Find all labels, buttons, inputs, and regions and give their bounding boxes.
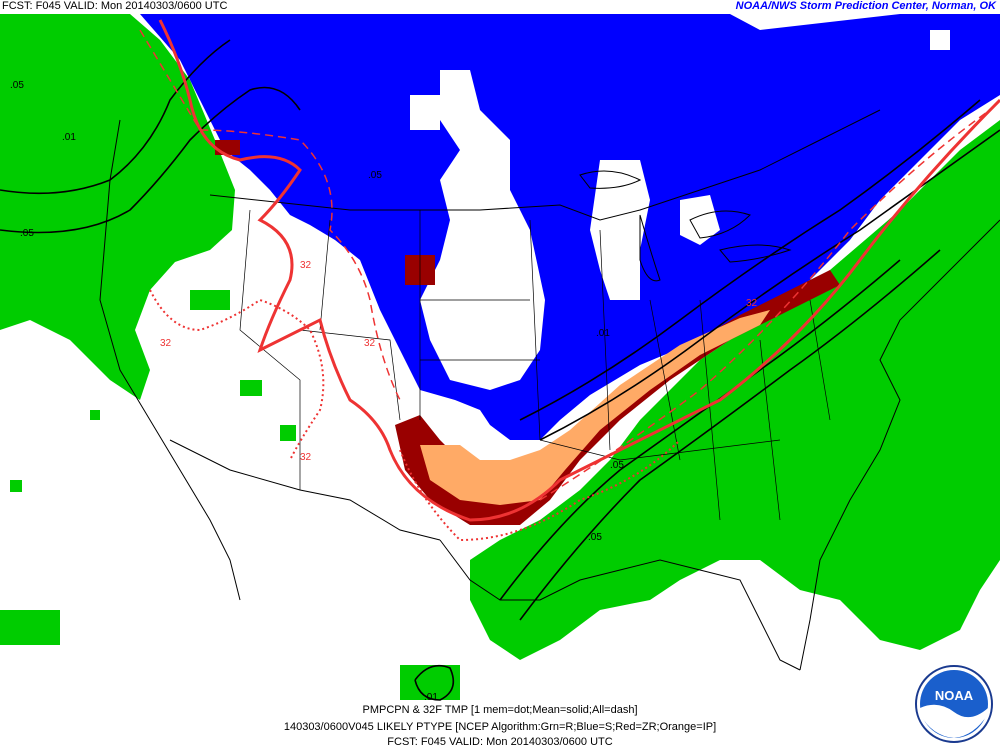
snow-gap-small bbox=[410, 95, 440, 130]
label-prob-05-e: .05 bbox=[588, 532, 602, 543]
header-forecast-time: FCST: F045 VALID: Mon 20140303/0600 UTC bbox=[2, 0, 228, 12]
footer-valid-time: FCST: F045 VALID: Mon 20140303/0600 UTC bbox=[387, 736, 613, 748]
label-prob-01-a: .01 bbox=[62, 132, 76, 143]
label-temp-32-c: 32 bbox=[300, 452, 312, 463]
label-prob-01-b: .01 bbox=[596, 328, 610, 339]
us-canada-border bbox=[209, 109, 881, 221]
great-lakes bbox=[579, 170, 792, 282]
west-coastline bbox=[99, 119, 241, 601]
prob-contour-gulf bbox=[414, 664, 455, 701]
label-temp-32-b: 32 bbox=[364, 338, 376, 349]
freezing-rain-spot-nw bbox=[215, 140, 240, 155]
rain-area-west bbox=[0, 14, 235, 400]
noaa-logo-text: NOAA bbox=[935, 688, 974, 703]
label-temp-32-a: 32 bbox=[300, 260, 312, 271]
probability-contours bbox=[0, 39, 1000, 701]
label-temp-32-e: 32 bbox=[160, 338, 172, 349]
temp-all-contour bbox=[139, 29, 991, 501]
rain-speckle-6 bbox=[190, 290, 230, 310]
prob-contour-4 bbox=[539, 129, 1000, 441]
ice-pellets-band bbox=[420, 310, 770, 505]
snow-gap-ne bbox=[680, 195, 720, 245]
footer-contour-legend: PMPCPN & 32F TMP [1 mem=dot;Mean=solid;A… bbox=[362, 704, 638, 716]
temp-mean-contour bbox=[158, 19, 1000, 522]
prob-contour-6 bbox=[519, 249, 941, 621]
prob-contour-2 bbox=[0, 86, 301, 234]
label-prob-01-c: .01 bbox=[424, 692, 438, 703]
label-prob-05-c: .05 bbox=[368, 170, 382, 181]
rain-speckle-4 bbox=[280, 425, 296, 441]
rain-speckle-5 bbox=[90, 410, 100, 420]
state-lines bbox=[239, 209, 831, 521]
header-source: NOAA/NWS Storm Prediction Center, Norman… bbox=[735, 0, 996, 12]
gulf-coastline bbox=[439, 539, 801, 671]
rain-speckle-2 bbox=[0, 610, 60, 645]
prob-contour-3 bbox=[519, 99, 981, 421]
east-coastline bbox=[799, 219, 1000, 671]
rain-speckle-gulf bbox=[400, 665, 460, 700]
temperature-contours bbox=[139, 19, 1000, 542]
label-temp-32-d: 32 bbox=[746, 298, 758, 309]
snow-gap-plains bbox=[420, 70, 545, 390]
label-prob-05-b: .05 bbox=[20, 228, 34, 239]
snow-area-north bbox=[140, 14, 1000, 440]
temp-member-contour bbox=[149, 289, 681, 542]
snow-gap-speck bbox=[930, 30, 950, 50]
noaa-logo: NOAA bbox=[915, 665, 993, 743]
rain-speckle-1 bbox=[10, 480, 22, 492]
prob-contour-1 bbox=[0, 39, 231, 195]
us-mexico-border bbox=[169, 439, 441, 541]
geography-lines bbox=[99, 109, 1000, 671]
prob-contour-5 bbox=[499, 259, 901, 601]
contour-labels: .05 .01 .05 .05 .01 .05 .05 .01 32 32 32… bbox=[10, 80, 758, 703]
snow-gap-east bbox=[590, 160, 650, 300]
footer-ptype-legend: 140303/0600V045 LIKELY PTYPE [NCEP Algor… bbox=[283, 721, 717, 733]
label-prob-05-a: .05 bbox=[10, 80, 24, 91]
rain-speckle-3 bbox=[240, 380, 262, 396]
label-prob-05-d: .05 bbox=[610, 460, 624, 471]
